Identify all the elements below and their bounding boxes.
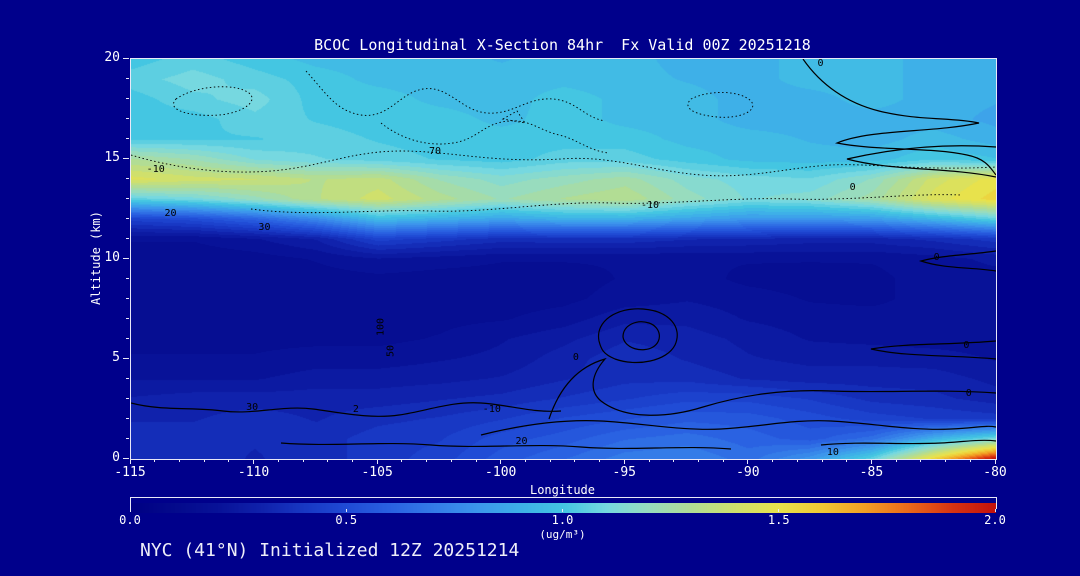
y-minor-tick (126, 297, 129, 299)
x-tick-label: -80 (983, 465, 1007, 480)
x-minor-tick (351, 459, 353, 462)
colorbar-canvas (131, 503, 996, 513)
y-minor-tick (126, 97, 129, 99)
colorbar-tick (129, 509, 131, 512)
x-minor-tick (154, 459, 156, 462)
x-minor-tick (574, 459, 576, 462)
colorbar-tick-label: 0.0 (119, 513, 141, 527)
y-major-tick (123, 457, 129, 459)
x-minor-tick (821, 459, 823, 462)
x-tick-label: -85 (859, 465, 884, 480)
colorbar-tick (994, 509, 996, 512)
colorbar-tick (345, 509, 347, 512)
y-tick-label: 15 (104, 150, 120, 165)
x-minor-tick (846, 459, 848, 462)
colorbar-tick-label: 1.5 (767, 513, 790, 527)
x-minor-tick (203, 459, 205, 462)
x-minor-tick (327, 459, 329, 462)
y-minor-tick (126, 117, 129, 119)
y-major-tick (123, 357, 129, 359)
x-major-tick (500, 459, 502, 464)
colorbar-tick (778, 509, 780, 512)
x-major-tick (623, 459, 625, 464)
x-tick-label: -110 (237, 465, 270, 480)
y-minor-tick (126, 277, 129, 279)
y-major-tick (123, 57, 129, 59)
x-minor-tick (277, 459, 279, 462)
colorbar-units-label: (ug/m³) (539, 528, 586, 541)
y-major-tick (123, 157, 129, 159)
x-axis-label: Longitude (529, 483, 596, 497)
y-minor-tick (126, 397, 129, 399)
x-major-tick (253, 459, 255, 464)
y-tick-label: 20 (104, 50, 120, 65)
y-minor-tick (126, 77, 129, 79)
y-tick-label: 5 (112, 350, 120, 365)
chart-title: BCOC Longitudinal X-Section 84hr Fx Vali… (314, 36, 811, 54)
x-minor-tick (796, 459, 798, 462)
heatmap-canvas (131, 59, 996, 459)
x-minor-tick (920, 459, 922, 462)
x-minor-tick (401, 459, 403, 462)
colorbar-tick (562, 509, 563, 512)
x-major-tick (994, 459, 996, 464)
x-minor-tick (945, 459, 947, 462)
x-minor-tick (697, 459, 699, 462)
y-minor-tick (126, 417, 129, 419)
y-major-tick (123, 257, 129, 259)
y-minor-tick (126, 137, 129, 139)
x-minor-tick (648, 459, 650, 462)
x-tick-label: -90 (736, 465, 760, 480)
footer-caption: NYC (41°N) Initialized 12Z 20251214 (140, 540, 520, 561)
x-minor-tick (426, 459, 428, 462)
colorbar-tick-label: 0.5 (335, 513, 358, 527)
x-minor-tick (302, 459, 304, 462)
x-major-tick (376, 459, 378, 464)
x-minor-tick (524, 459, 526, 462)
y-minor-tick (126, 177, 129, 179)
x-minor-tick (895, 459, 897, 462)
y-tick-label: 0 (112, 450, 120, 465)
x-minor-tick (772, 459, 774, 462)
x-minor-tick (969, 459, 971, 462)
x-minor-tick (178, 459, 180, 462)
y-minor-tick (126, 317, 129, 319)
x-minor-tick (599, 459, 601, 462)
plot-area: -10 20 30 70 -10 0 0 0 0 0 0 50 100 -10 20 30 2 10 (130, 58, 997, 460)
y-minor-tick (126, 197, 129, 199)
x-minor-tick (228, 459, 230, 462)
y-minor-tick (126, 337, 129, 339)
x-minor-tick (450, 459, 452, 462)
x-minor-tick (475, 459, 477, 462)
y-minor-tick (126, 237, 129, 239)
x-minor-tick (549, 459, 551, 462)
x-tick-label: -115 (114, 465, 146, 480)
x-major-tick (747, 459, 749, 464)
colorbar-tick-label: 1.0 (551, 513, 574, 527)
x-minor-tick (722, 459, 724, 462)
y-minor-tick (126, 217, 129, 219)
x-major-tick (129, 459, 131, 464)
x-tick-label: -95 (612, 465, 637, 480)
y-minor-tick (126, 377, 129, 379)
colorbar (130, 497, 997, 513)
x-tick-label: -105 (361, 465, 393, 480)
y-tick-label: 10 (104, 250, 120, 265)
y-minor-tick (126, 437, 129, 439)
colorbar-tick-label: 2.0 (984, 513, 1006, 527)
x-minor-tick (673, 459, 675, 462)
x-major-tick (870, 459, 872, 464)
x-tick-label: -100 (485, 465, 517, 480)
